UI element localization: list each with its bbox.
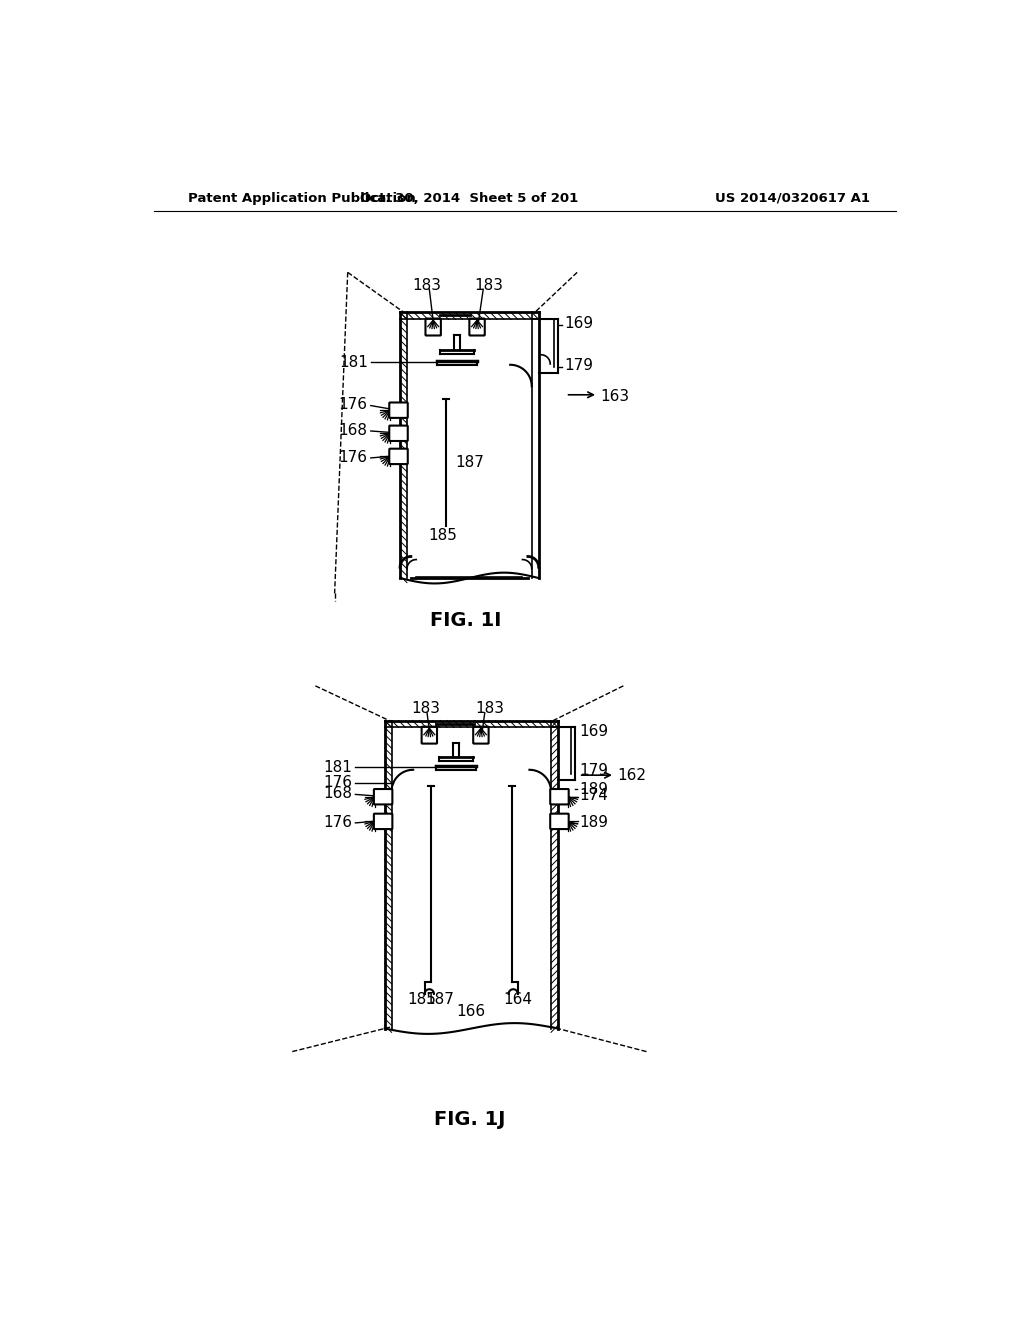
FancyBboxPatch shape <box>469 318 484 335</box>
Text: 189: 189 <box>580 781 608 796</box>
Text: 168: 168 <box>324 787 352 801</box>
Text: 176: 176 <box>324 775 352 791</box>
Text: 176: 176 <box>324 814 352 830</box>
Text: US 2014/0320617 A1: US 2014/0320617 A1 <box>715 191 869 205</box>
FancyBboxPatch shape <box>550 789 568 804</box>
Text: 181: 181 <box>339 355 368 370</box>
Text: Oct. 30, 2014  Sheet 5 of 201: Oct. 30, 2014 Sheet 5 of 201 <box>360 191 579 205</box>
Text: 174: 174 <box>580 788 608 804</box>
Text: 187: 187 <box>456 455 484 470</box>
Text: 162: 162 <box>617 768 646 784</box>
FancyBboxPatch shape <box>550 813 568 829</box>
FancyBboxPatch shape <box>389 449 408 465</box>
FancyBboxPatch shape <box>389 425 408 441</box>
Text: 176: 176 <box>339 450 368 465</box>
FancyBboxPatch shape <box>374 789 392 804</box>
Text: 163: 163 <box>600 389 630 404</box>
Text: 183: 183 <box>413 279 441 293</box>
Text: FIG. 1I: FIG. 1I <box>430 611 501 630</box>
Text: 183: 183 <box>474 279 503 293</box>
Text: 183: 183 <box>411 701 440 717</box>
FancyBboxPatch shape <box>374 813 392 829</box>
Text: 176: 176 <box>339 397 368 412</box>
Text: FIG. 1J: FIG. 1J <box>434 1110 505 1129</box>
Text: 166: 166 <box>457 1005 485 1019</box>
FancyBboxPatch shape <box>422 726 437 743</box>
Text: 189: 189 <box>580 814 608 830</box>
Text: 187: 187 <box>426 991 455 1007</box>
Text: 185: 185 <box>408 991 436 1007</box>
Text: 168: 168 <box>339 422 368 438</box>
FancyBboxPatch shape <box>425 318 441 335</box>
FancyBboxPatch shape <box>473 726 488 743</box>
Text: 181: 181 <box>324 760 352 775</box>
Text: 179: 179 <box>564 358 593 374</box>
FancyBboxPatch shape <box>389 403 408 418</box>
Text: 164: 164 <box>504 991 532 1007</box>
Text: Patent Application Publication: Patent Application Publication <box>188 191 416 205</box>
Text: 169: 169 <box>564 315 593 331</box>
Text: 179: 179 <box>580 763 608 777</box>
Text: 183: 183 <box>476 701 505 717</box>
Text: 185: 185 <box>428 528 457 544</box>
Text: 169: 169 <box>580 723 608 739</box>
